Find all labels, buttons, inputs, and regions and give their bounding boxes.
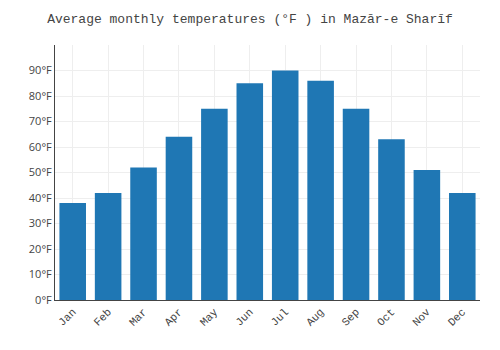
svg-text:Oct: Oct <box>375 306 397 328</box>
svg-text:0°F: 0°F <box>35 292 52 307</box>
svg-text:20°F: 20°F <box>29 241 52 256</box>
svg-text:60°F: 60°F <box>29 139 52 154</box>
svg-text:Average monthly temperatures (: Average monthly temperatures (°F ) in Ma… <box>47 12 453 27</box>
svg-text:70°F: 70°F <box>29 113 52 128</box>
svg-text:Feb: Feb <box>92 306 114 328</box>
svg-text:Aug: Aug <box>304 306 326 328</box>
svg-text:Dec: Dec <box>446 306 468 328</box>
svg-text:Apr: Apr <box>162 306 184 328</box>
svg-text:10°F: 10°F <box>29 266 52 281</box>
svg-text:May: May <box>198 306 221 329</box>
svg-text:40°F: 40°F <box>29 190 52 205</box>
svg-text:80°F: 80°F <box>29 88 52 103</box>
svg-text:Jan: Jan <box>56 306 78 328</box>
svg-text:Jul: Jul <box>269 306 291 328</box>
svg-text:Nov: Nov <box>410 306 433 329</box>
svg-text:90°F: 90°F <box>29 62 52 77</box>
svg-text:Mar: Mar <box>127 306 149 328</box>
svg-text:Jun: Jun <box>233 306 255 328</box>
svg-text:50°F: 50°F <box>29 164 52 179</box>
svg-text:Sep: Sep <box>340 306 362 328</box>
svg-text:30°F: 30°F <box>29 215 52 230</box>
